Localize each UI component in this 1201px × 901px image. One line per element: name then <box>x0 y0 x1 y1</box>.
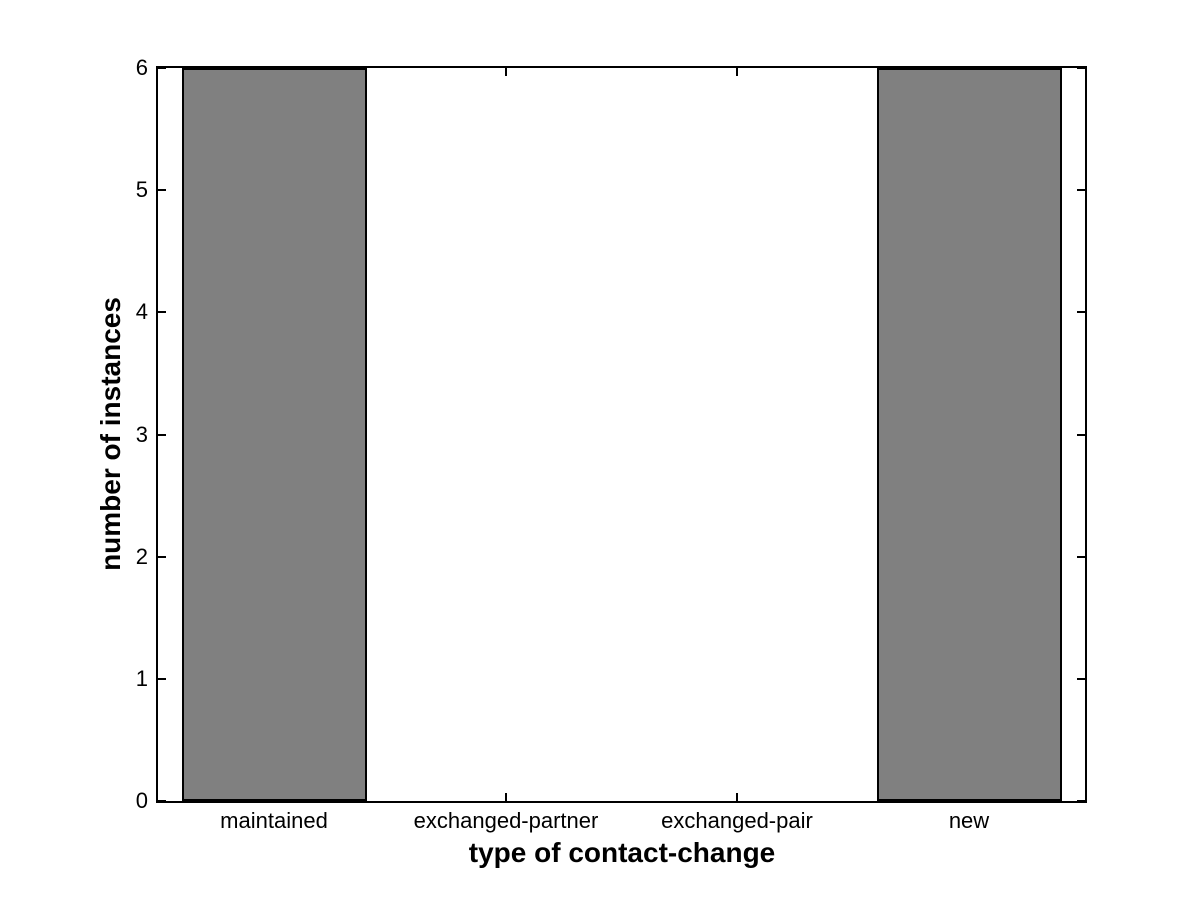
x-tick-bottom <box>736 793 738 801</box>
x-tick-bottom <box>505 793 507 801</box>
y-tick-label: 6 <box>135 55 148 80</box>
y-tick-left <box>158 67 166 69</box>
x-tick-label: new <box>948 808 990 833</box>
y-tick-left <box>158 556 166 558</box>
x-tick-label: exchanged-partner <box>413 808 599 833</box>
y-tick-label: 5 <box>135 177 148 202</box>
y-tick-label: 4 <box>135 299 148 324</box>
bar-new <box>876 68 1062 801</box>
y-tick-left <box>158 189 166 191</box>
y-tick-label: 0 <box>135 788 148 813</box>
y-tick-right <box>1077 800 1085 802</box>
plot-area <box>156 66 1087 803</box>
y-tick-label: 3 <box>135 422 148 447</box>
y-tick-right <box>1077 67 1085 69</box>
x-tick-label: exchanged-pair <box>661 808 813 833</box>
y-tick-label: 2 <box>135 544 148 569</box>
y-tick-label: 1 <box>135 666 148 691</box>
x-tick-label: maintained <box>220 808 328 833</box>
y-tick-right <box>1077 311 1085 313</box>
y-tick-right <box>1077 556 1085 558</box>
y-tick-left <box>158 311 166 313</box>
y-tick-right <box>1077 189 1085 191</box>
bar-maintained <box>181 68 367 801</box>
x-tick-top <box>505 68 507 76</box>
y-tick-left <box>158 678 166 680</box>
y-tick-left <box>158 434 166 436</box>
y-tick-right <box>1077 434 1085 436</box>
y-tick-left <box>158 800 166 802</box>
y-tick-right <box>1077 678 1085 680</box>
x-tick-top <box>736 68 738 76</box>
x-axis-label: type of contact-change <box>468 837 776 868</box>
